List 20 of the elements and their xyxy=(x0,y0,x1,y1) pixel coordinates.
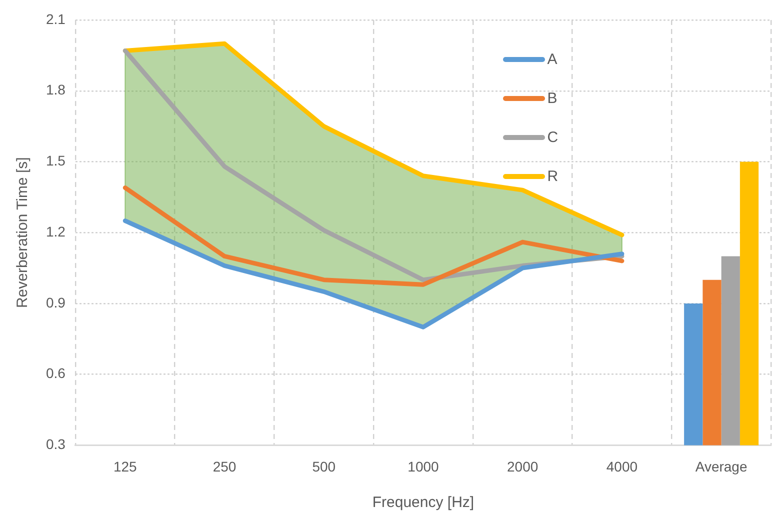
y-tick-label: 1.2 xyxy=(46,223,66,240)
y-tick-label: 1.8 xyxy=(46,82,66,98)
y-axis-title: Reverberation Time [s] xyxy=(14,157,32,308)
x-tick-label: 250 xyxy=(212,458,236,474)
x-tick-label: Average xyxy=(695,458,748,474)
legend-label: R xyxy=(547,168,558,185)
y-tick-label: 2.1 xyxy=(46,10,66,27)
x-axis-title: Frequency [Hz] xyxy=(372,494,474,512)
legend-label: B xyxy=(547,90,558,107)
x-tick-label: 2000 xyxy=(507,458,538,474)
x-tick-label: 500 xyxy=(312,458,336,474)
x-tick-label: 1000 xyxy=(408,458,440,474)
y-tick-label: 1.5 xyxy=(46,152,66,169)
x-tick-label: 125 xyxy=(113,458,138,474)
legend-label: C xyxy=(547,129,558,146)
legend-label: A xyxy=(547,51,558,68)
y-tick-label: 0.3 xyxy=(46,436,66,452)
y-tick-label: 0.9 xyxy=(46,294,66,310)
y-tick-label: 0.6 xyxy=(46,365,66,382)
x-tick-label: 4000 xyxy=(606,458,638,474)
